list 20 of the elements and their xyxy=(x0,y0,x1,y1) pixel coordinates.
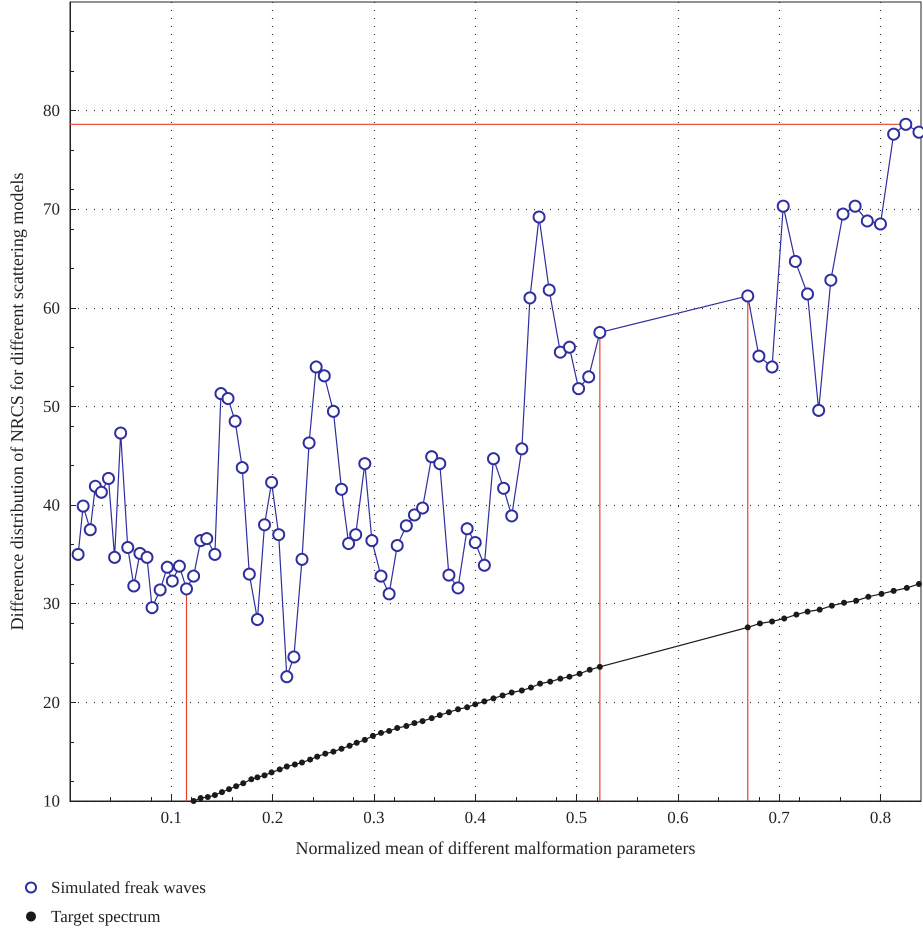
x-tick-label: 0.3 xyxy=(363,808,385,827)
y-tick-label: 50 xyxy=(43,396,60,416)
y-tick-label: 40 xyxy=(43,496,60,515)
legend-label: Target spectrum xyxy=(51,907,160,926)
x-tick-label: 0.6 xyxy=(667,808,688,827)
y-tick-label: 70 xyxy=(43,200,60,219)
y-axis-title: Difference distribution of NRCS for different scattering models xyxy=(7,172,27,630)
y-tick-label: 60 xyxy=(43,298,60,318)
x-tick-label: 0.2 xyxy=(262,808,284,827)
legend-label: Simulated freak waves xyxy=(51,878,206,897)
y-tick-label: 80 xyxy=(43,101,60,120)
x-tick-label: 0.1 xyxy=(160,808,182,827)
y-tick-label: 20 xyxy=(43,692,60,712)
x-tick-label: 0.4 xyxy=(464,808,486,827)
y-tick-label: 30 xyxy=(43,594,60,614)
x-tick-label: 0.7 xyxy=(768,808,790,827)
y-tick-label: 10 xyxy=(43,792,60,810)
x-tick-label: 0.8 xyxy=(870,808,892,827)
x-axis-title: Normalized mean of different malformation parameters xyxy=(296,838,696,858)
x-tick-label: 0.5 xyxy=(566,808,588,827)
